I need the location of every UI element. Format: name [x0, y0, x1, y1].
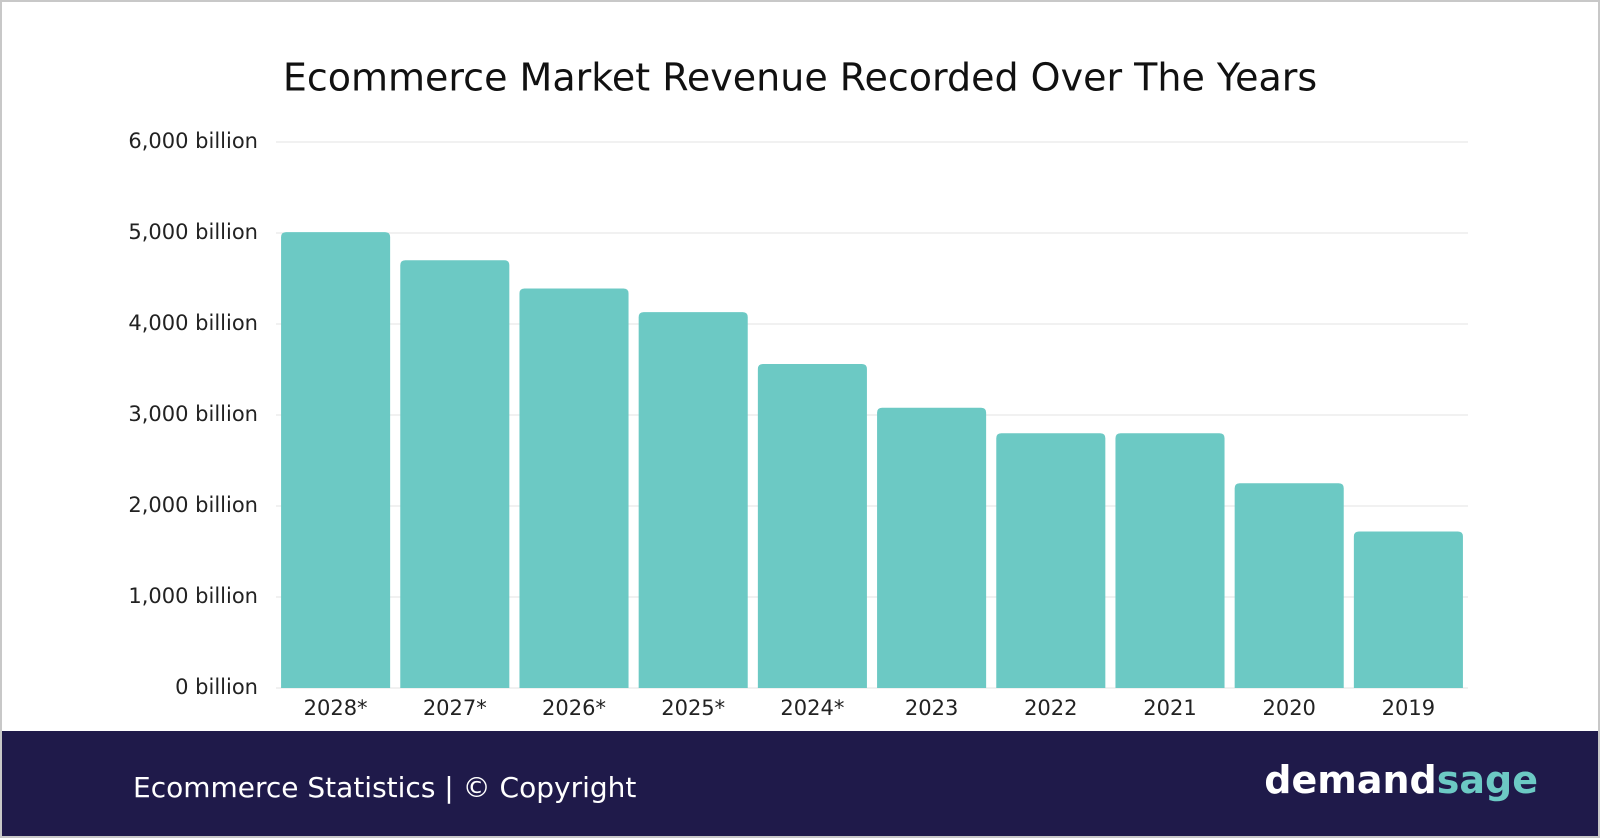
y-tick-label: 4,000 billion	[128, 311, 258, 335]
x-tick-label: 2027*	[423, 696, 487, 720]
chart-title: Ecommerce Market Revenue Recorded Over T…	[283, 56, 1317, 100]
x-tick-label: 2020	[1262, 696, 1315, 720]
bar	[1234, 483, 1344, 688]
footer-band	[2, 731, 1598, 836]
bar	[757, 364, 867, 688]
footer-caption: Ecommerce Statistics | © Copyright	[133, 771, 636, 804]
bar	[996, 433, 1106, 688]
y-tick-label: 0 billion	[175, 675, 258, 699]
bar	[281, 232, 391, 688]
y-tick-label: 5,000 billion	[128, 220, 258, 244]
y-tick-label: 2,000 billion	[128, 493, 258, 517]
logo-part: demand	[1264, 758, 1436, 802]
bar	[400, 260, 510, 688]
y-tick-label: 3,000 billion	[128, 402, 258, 426]
bar	[1353, 531, 1463, 688]
x-tick-label: 2023	[905, 696, 958, 720]
bar	[638, 312, 748, 688]
y-tick-label: 6,000 billion	[128, 129, 258, 153]
bar	[877, 407, 987, 688]
x-tick-label: 2028*	[304, 696, 368, 720]
logo-part: sage	[1437, 758, 1538, 802]
x-tick-label: 2026*	[542, 696, 606, 720]
x-tick-label: 2022	[1024, 696, 1077, 720]
y-tick-label: 1,000 billion	[128, 584, 258, 608]
x-tick-label: 2019	[1382, 696, 1435, 720]
x-tick-label: 2024*	[780, 696, 844, 720]
x-tick-label: 2021	[1143, 696, 1196, 720]
logo: demandsage	[1264, 758, 1538, 802]
bar	[519, 288, 629, 688]
bar	[1115, 433, 1225, 688]
x-tick-label: 2025*	[661, 696, 725, 720]
